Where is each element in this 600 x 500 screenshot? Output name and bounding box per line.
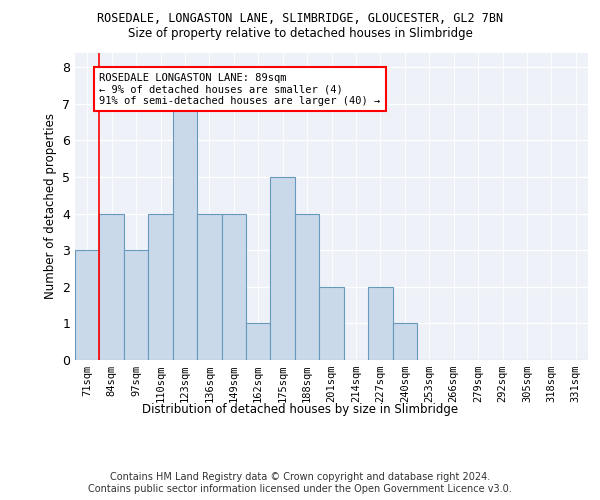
- Bar: [319, 287, 344, 360]
- Text: Contains HM Land Registry data © Crown copyright and database right 2024.
Contai: Contains HM Land Registry data © Crown c…: [88, 472, 512, 494]
- Bar: [124, 250, 148, 360]
- Bar: [75, 250, 100, 360]
- Bar: [221, 214, 246, 360]
- Text: ROSEDALE, LONGASTON LANE, SLIMBRIDGE, GLOUCESTER, GL2 7BN: ROSEDALE, LONGASTON LANE, SLIMBRIDGE, GL…: [97, 12, 503, 26]
- Bar: [197, 214, 221, 360]
- Bar: [392, 324, 417, 360]
- Bar: [246, 324, 271, 360]
- Bar: [148, 214, 173, 360]
- Bar: [368, 287, 392, 360]
- Text: Distribution of detached houses by size in Slimbridge: Distribution of detached houses by size …: [142, 402, 458, 415]
- Bar: [271, 177, 295, 360]
- Bar: [173, 104, 197, 360]
- Y-axis label: Number of detached properties: Number of detached properties: [44, 114, 56, 299]
- Bar: [100, 214, 124, 360]
- Bar: [295, 214, 319, 360]
- Text: Size of property relative to detached houses in Slimbridge: Size of property relative to detached ho…: [128, 28, 472, 40]
- Text: ROSEDALE LONGASTON LANE: 89sqm
← 9% of detached houses are smaller (4)
91% of se: ROSEDALE LONGASTON LANE: 89sqm ← 9% of d…: [100, 72, 380, 106]
